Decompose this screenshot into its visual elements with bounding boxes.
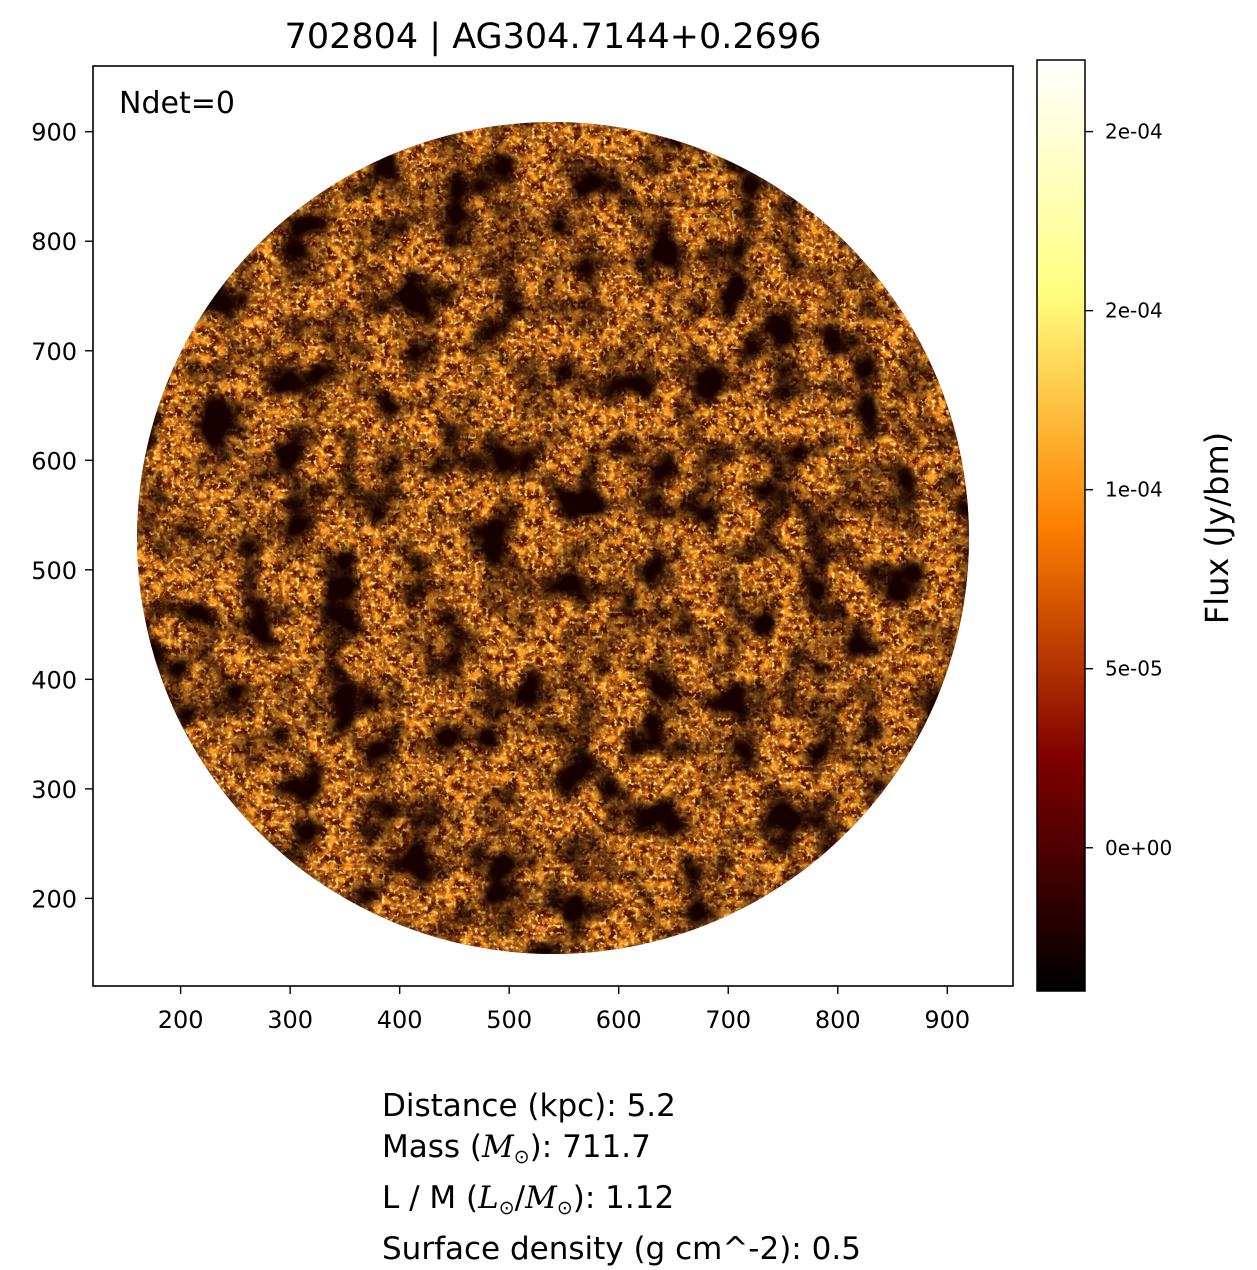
x-tick-label: 600 xyxy=(596,1006,642,1034)
colorbar-tick-label: 5e-05 xyxy=(1105,657,1163,681)
surface-density-line: Surface density (g cm^-2): 0.5 xyxy=(382,1229,861,1270)
x-tick-label: 400 xyxy=(377,1006,423,1034)
ndet-annotation: Ndet=0 xyxy=(119,86,235,121)
chart-title: 702804 | AG304.7144+0.2696 xyxy=(285,17,822,57)
x-tick-label: 500 xyxy=(486,1006,532,1034)
y-tick-label: 200 xyxy=(31,885,77,913)
x-tick-label: 900 xyxy=(924,1006,970,1034)
colorbar xyxy=(1036,59,1086,992)
mass-label-end: ): xyxy=(529,1129,563,1165)
distance-value: 5.2 xyxy=(626,1088,676,1124)
y-tick-label: 300 xyxy=(31,776,77,804)
colorbar-tick-label: 1e-04 xyxy=(1105,478,1163,502)
colorbar-tick-label: 2e-04 xyxy=(1105,120,1163,144)
y-tick-label: 900 xyxy=(31,119,77,147)
lm-label-end: ): xyxy=(572,1180,606,1216)
plot-frame xyxy=(92,65,1014,987)
y-tick-label: 700 xyxy=(31,338,77,366)
lm-value: 1.12 xyxy=(605,1180,675,1216)
x-tick-label: 300 xyxy=(267,1006,313,1034)
colorbar-tick-label: 2e-04 xyxy=(1105,299,1163,323)
surface-density-value: 0.5 xyxy=(811,1231,861,1267)
surface-density-label: Surface density (g cm^-2): xyxy=(382,1231,812,1267)
y-tick-label: 800 xyxy=(31,228,77,256)
distance-label: Distance (kpc): xyxy=(382,1088,627,1124)
sun-symbol: ⊙ xyxy=(513,1146,530,1168)
y-axis: 200 300 400 500 600 700 800 900 xyxy=(31,119,93,913)
slash: / xyxy=(514,1180,526,1216)
colorbar-ticks: 0e+00 5e-05 1e-04 2e-04 2e-04 xyxy=(1085,120,1172,860)
lm-symbol-m: M xyxy=(525,1180,557,1216)
y-tick-label: 600 xyxy=(31,447,77,475)
lm-line: L / M (L⊙/M⊙): 1.12 xyxy=(382,1178,861,1229)
mass-line: Mass (M⊙): 711.7 xyxy=(382,1127,861,1178)
colorbar-label: Flux (Jy/bm) xyxy=(1198,432,1236,624)
x-tick-label: 800 xyxy=(815,1006,861,1034)
y-tick-label: 400 xyxy=(31,666,77,694)
mass-value: 711.7 xyxy=(562,1129,651,1165)
x-tick-label: 700 xyxy=(705,1006,751,1034)
sun-symbol: ⊙ xyxy=(498,1197,515,1219)
x-axis: 200 300 400 500 600 700 800 900 xyxy=(158,986,970,1034)
sun-symbol: ⊙ xyxy=(556,1197,573,1219)
heatmap-image xyxy=(93,66,1013,986)
mass-label: Mass ( xyxy=(382,1129,482,1165)
lm-label: L / M ( xyxy=(382,1180,479,1216)
y-tick-label: 500 xyxy=(31,557,77,585)
distance-line: Distance (kpc): 5.2 xyxy=(382,1086,861,1127)
lm-symbol-l: L xyxy=(478,1180,499,1216)
colorbar-tick-label: 0e+00 xyxy=(1105,836,1172,860)
mass-symbol: M xyxy=(482,1129,514,1165)
x-tick-label: 200 xyxy=(158,1006,204,1034)
source-info: Distance (kpc): 5.2 Mass (M⊙): 711.7 L /… xyxy=(382,1086,861,1270)
